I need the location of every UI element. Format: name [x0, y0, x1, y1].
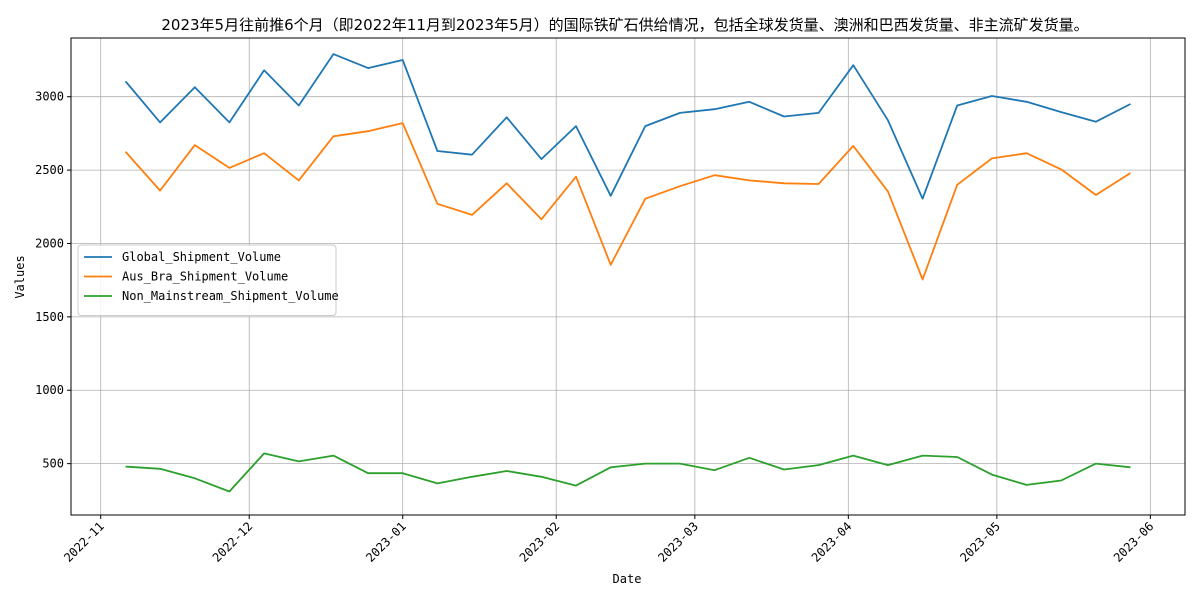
y-tick-label: 500 — [42, 457, 64, 471]
chart-title: 2023年5月往前推6个月（即2022年11月到2023年5月）的国际铁矿石供给… — [161, 16, 1088, 34]
x-tick-label: 2023-02 — [517, 519, 563, 565]
y-axis-label: Values — [13, 255, 27, 298]
series-layer — [124, 53, 1131, 493]
legend: Global_Shipment_Volume Aus_Bra_Shipment_V… — [77, 244, 339, 316]
x-tick-label: 2023-01 — [363, 519, 409, 565]
y-tick-label: 1000 — [35, 383, 64, 397]
y-tick-label: 2000 — [35, 236, 64, 250]
legend-label: Non_Mainstream_Shipment_Volume — [122, 289, 339, 303]
plot-frame — [70, 37, 1186, 516]
x-tick-label: 2022-12 — [210, 519, 256, 565]
legend-box — [77, 244, 337, 316]
x-tick-label: 2023-04 — [809, 519, 855, 565]
series-line-aus-bra-shipment-volume — [124, 122, 1131, 281]
x-tick-label: 2022-11 — [61, 519, 107, 565]
legend-label: Aus_Bra_Shipment_Volume — [122, 270, 288, 284]
series-line-non-mainstream-shipment-volume — [125, 452, 1131, 493]
y-tick-label: 1500 — [35, 310, 64, 324]
y-tick-label: 3000 — [35, 90, 64, 104]
x-axis-label: Date — [613, 572, 642, 586]
x-tick-label: 2023-06 — [1111, 519, 1157, 565]
y-tick-label: 2500 — [35, 163, 64, 177]
x-tick-label: 2023-03 — [655, 519, 701, 565]
series-line-global-shipment-volume — [124, 53, 1131, 200]
legend-label: Global_Shipment_Volume — [122, 250, 281, 264]
x-tick-label: 2023-05 — [957, 519, 1003, 565]
